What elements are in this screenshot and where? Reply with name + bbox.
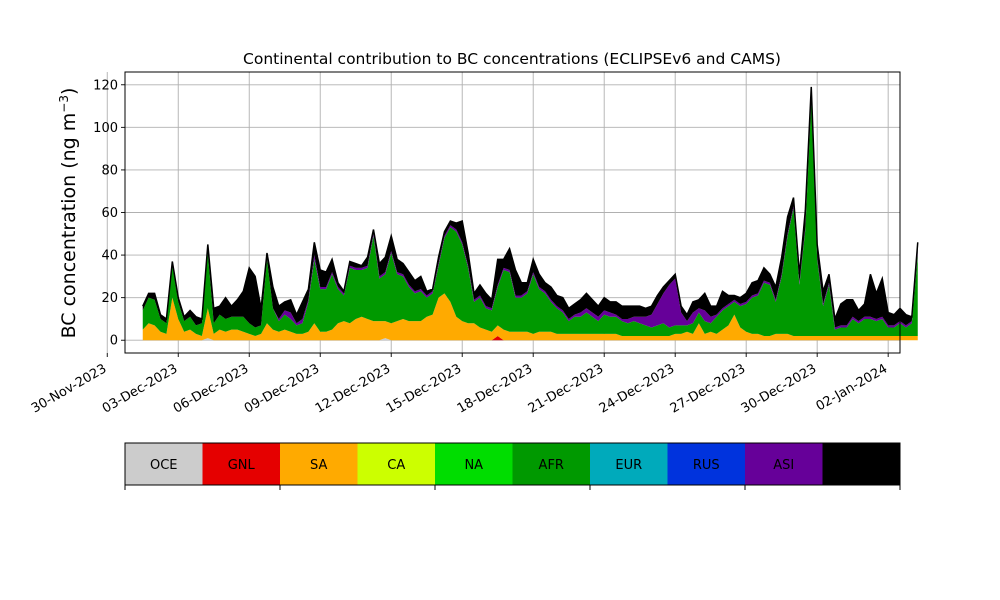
x-tick-label: 03-Dec-2023 (100, 361, 180, 416)
legend-label-asi: ASI (773, 458, 794, 473)
x-tick-label: 15-Dec-2023 (384, 361, 464, 416)
plot-frame (124, 71, 901, 354)
legend-label-aus: AUS (848, 458, 875, 473)
y-axis-label-close: ) (58, 88, 80, 95)
x-tick-label: 18-Dec-2023 (455, 361, 535, 416)
legend-swatch-ca (357, 443, 435, 485)
y-tick-label: 120 (93, 78, 118, 93)
legend-label-rus: RUS (693, 458, 720, 473)
y-tick-label: 100 (93, 121, 118, 136)
total-outline (142, 86, 919, 322)
x-tick-label: 21-Dec-2023 (526, 361, 606, 416)
area-sa (142, 293, 918, 341)
legend-label-na: NA (464, 458, 483, 473)
x-tick-label: 30-Nov-2023 (29, 361, 109, 416)
legend-label-afr: AFR (539, 458, 564, 473)
legend-swatch-eur (590, 443, 668, 485)
legend-label-gnl: GNL (228, 458, 256, 473)
y-axis-label-superscript: −3 (57, 95, 71, 113)
x-tick-label: 02-Jan-2024 (814, 361, 891, 414)
legend-label-eur: EUR (615, 458, 642, 473)
legend-swatch-asi (745, 443, 823, 485)
legend-swatch-aus (822, 443, 900, 485)
x-tick-label: 24-Dec-2023 (597, 361, 677, 416)
chart-title: Continental contribution to BC concentra… (243, 50, 781, 68)
legend-frame (124, 442, 901, 486)
legend-swatch-sa (280, 443, 358, 485)
area-afr (142, 101, 918, 336)
x-tick-label: 06-Dec-2023 (171, 361, 251, 416)
color-legend: OCE GNL SA CA NA AFR EUR RUS ASI AUS (124, 442, 901, 490)
legend-swatch-gnl (202, 443, 280, 485)
y-tick-label: 60 (101, 206, 118, 221)
legend-swatch-afr (512, 443, 590, 485)
y-tick-label: 80 (101, 163, 118, 178)
x-tick-label: 30-Dec-2023 (739, 361, 819, 416)
axes (106, 71, 901, 357)
y-tick-label: 40 (101, 249, 118, 264)
x-tick-label: 09-Dec-2023 (242, 361, 322, 416)
legend-label-ca: CA (387, 458, 405, 473)
legend-swatch-oce (125, 443, 203, 485)
area-aus (142, 86, 918, 328)
stacked-areas (142, 86, 919, 341)
y-tick-label: 20 (101, 291, 118, 306)
legend-swatch-na (435, 443, 513, 485)
legend-swatch-rus (667, 443, 745, 485)
legend-label-sa: SA (310, 458, 327, 473)
area-asi (142, 99, 918, 330)
y-tick-label: 0 (110, 334, 118, 349)
y-axis-label: BC concentration (ng m−3) (57, 88, 80, 339)
legend-label-oce: OCE (150, 458, 178, 473)
x-tick-label: 12-Dec-2023 (313, 361, 393, 416)
y-axis-label-text: BC concentration (ng m (58, 113, 80, 339)
x-tick-label: 27-Dec-2023 (668, 361, 748, 416)
